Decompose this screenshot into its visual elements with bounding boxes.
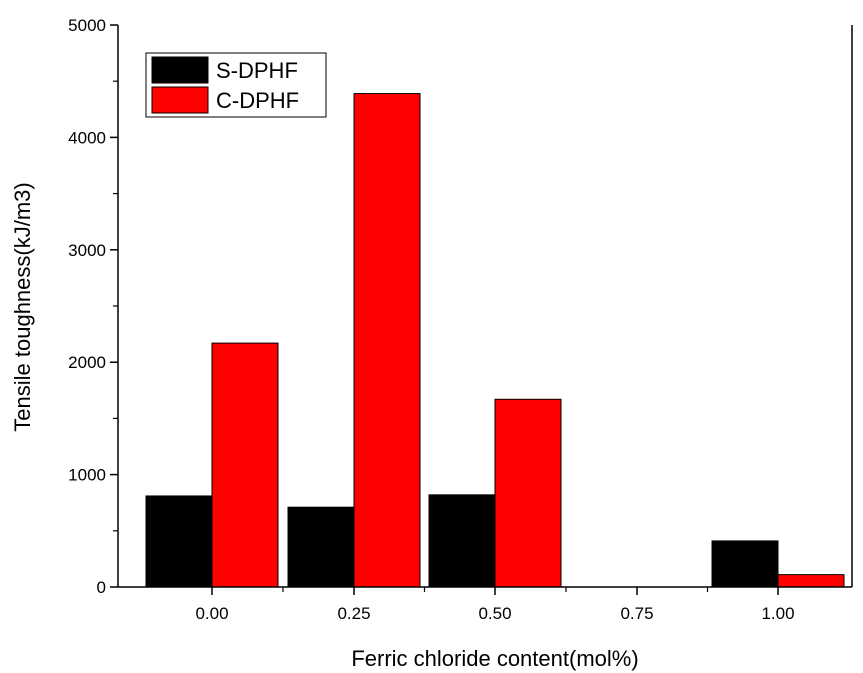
legend-label: S-DPHF [216, 58, 298, 83]
bar-c-dphf-1.00 [777, 574, 845, 588]
y-tick-label: 0 [97, 578, 106, 597]
bars-layer [145, 93, 845, 588]
x-tick-label: 0.00 [195, 604, 228, 623]
legend: S-DPHF C-DPHF [145, 52, 327, 118]
x-ticks: 0.00 0.25 0.50 0.75 1.00 [195, 587, 795, 623]
x-axis-title: Ferric chloride content(mol%) [351, 646, 638, 671]
bar-c-dphf-0.00 [211, 342, 279, 588]
x-tick-label: 0.25 [337, 604, 370, 623]
legend-label: C-DPHF [216, 88, 299, 113]
bar-s-dphf-0.00 [145, 495, 213, 588]
legend-swatch-c-dphf [151, 86, 209, 114]
y-tick-label: 3000 [68, 241, 106, 260]
bar-s-dphf-0.25 [287, 506, 355, 588]
bar-s-dphf-1.00 [711, 540, 779, 588]
x-tick-label: 1.00 [761, 604, 794, 623]
y-axis-title: Tensile toughness(kJ/m3) [10, 182, 35, 431]
y-ticks: 0 1000 2000 3000 4000 5000 [68, 16, 118, 597]
bar-c-dphf-0.25 [353, 93, 421, 588]
y-tick-label: 1000 [68, 466, 106, 485]
y-tick-label: 5000 [68, 16, 106, 35]
legend-swatch-s-dphf [151, 56, 209, 84]
y-tick-label: 2000 [68, 353, 106, 372]
y-tick-label: 4000 [68, 128, 106, 147]
bar-c-dphf-0.50 [494, 398, 562, 588]
x-tick-label: 0.75 [620, 604, 653, 623]
bar-s-dphf-0.50 [428, 494, 496, 588]
x-tick-label: 0.50 [478, 604, 511, 623]
